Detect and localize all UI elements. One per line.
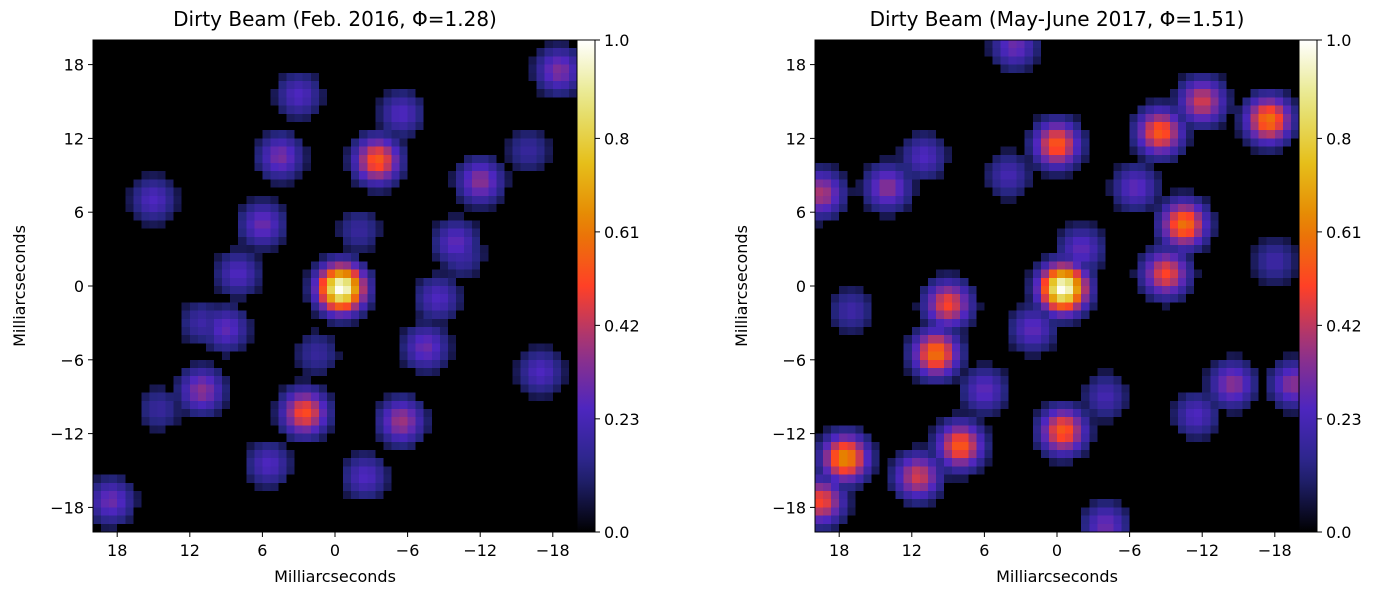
x-axis-label: Milliarcseconds [996,567,1118,586]
colorbar-tick-label: 0.42 [1326,316,1362,335]
y-tick-label: 12 [64,129,84,148]
x-axis-label: Milliarcseconds [274,567,396,586]
colorbar-tick-label: 1.0 [604,31,629,50]
colorbar-tick-label: 0.23 [604,410,640,429]
x-tick-label: −12 [1185,541,1219,560]
x-tick-label: 0 [330,541,340,560]
y-tick-label: −18 [772,498,806,517]
colorbar-tick-label: 1.0 [1326,31,1351,50]
chart-title: Dirty Beam (May-June 2017, Φ=1.51) [870,7,1245,31]
y-tick-label: 6 [796,203,806,222]
y-tick-label: 18 [64,56,84,75]
x-tick-label: 12 [180,541,200,560]
x-tick-label: 6 [979,541,989,560]
colorbar-tick-label: 0.42 [604,316,640,335]
colorbar-tick-label: 0.0 [604,523,629,542]
panel-1: 1.0 0.8 0.61 0.42 0.23 0.0 18 12 6 0 −6 −12 −18 18 12 6… [10,7,640,586]
y-tick-label: −12 [772,425,806,444]
y-tick-label: 0 [796,277,806,296]
y-tick-label: −12 [50,425,84,444]
y-tick-label: 12 [786,129,806,148]
heatmap-image [93,40,577,532]
x-tick-label: −18 [1258,541,1292,560]
x-tick-label: 6 [257,541,267,560]
colorbar [1298,39,1318,533]
y-axis-label: Milliarcseconds [10,225,29,347]
x-tick-label: 18 [107,541,127,560]
x-tick-label: −6 [1118,541,1142,560]
colorbar-tick-label: 0.61 [604,223,640,242]
colorbar-tick-label: 0.8 [604,129,629,148]
x-tick-label: −12 [463,541,497,560]
y-tick-label: 18 [786,56,806,75]
colorbar-tick-label: 0.23 [1326,410,1362,429]
y-tick-label: 6 [74,203,84,222]
x-tick-label: 0 [1052,541,1062,560]
x-tick-label: 12 [902,541,922,560]
heatmap-image [815,40,1299,532]
colorbar [576,39,596,533]
y-tick-label: −6 [60,351,84,370]
chart-title: Dirty Beam (Feb. 2016, Φ=1.28) [173,7,497,31]
x-tick-label: 18 [829,541,849,560]
colorbar-tick-label: 0.0 [1326,523,1351,542]
colorbar-tick-label: 0.61 [1326,223,1362,242]
panel-2: 1.0 0.8 0.61 0.42 0.23 0.0 18 12 6 0 −6 −12 −18 18 12 6… [732,7,1362,586]
y-tick-label: −6 [782,351,806,370]
y-tick-label: −18 [50,498,84,517]
y-tick-label: 0 [74,277,84,296]
y-axis-label: Milliarcseconds [732,225,751,347]
x-tick-label: −6 [396,541,420,560]
x-tick-label: −18 [536,541,570,560]
colorbar-tick-label: 0.8 [1326,129,1351,148]
